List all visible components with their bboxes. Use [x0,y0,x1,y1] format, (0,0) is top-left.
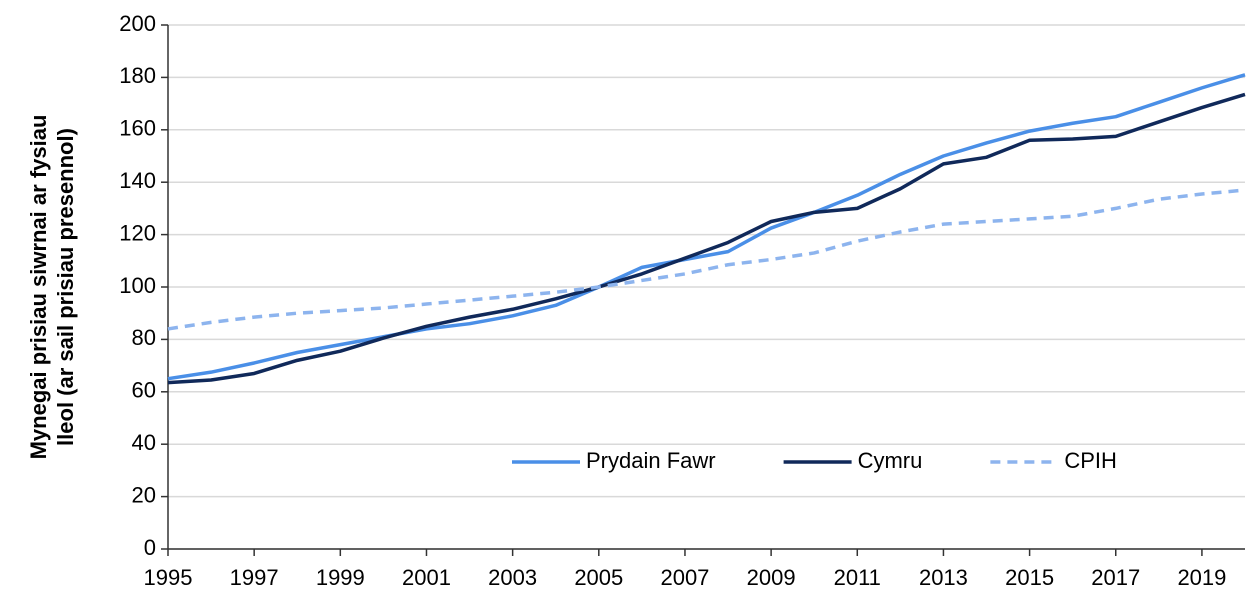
y-tick-label: 200 [119,11,156,36]
y-axis-label: Mynegai prisiau siwrnai ar fysiaulleol (… [26,115,78,460]
y-axis-label-line: Mynegai prisiau siwrnai ar fysiau [26,115,51,460]
y-tick-label: 140 [119,168,156,193]
x-tick-label: 2009 [747,565,796,590]
y-tick-label: 60 [132,378,156,403]
x-tick-label: 1995 [144,565,193,590]
y-tick-label: 20 [132,482,156,507]
y-tick-label: 40 [132,430,156,455]
x-tick-label: 1997 [230,565,279,590]
line-series [167,188,1246,331]
x-tick-label: 2003 [488,565,537,590]
x-tick-label: 2017 [1091,565,1140,590]
legend-label: Prydain Fawr [586,448,716,473]
x-tick-label: 2011 [834,565,881,590]
y-tick-label: 80 [132,325,156,350]
line-series [167,73,1246,381]
x-tick-label: 1999 [316,565,365,590]
y-tick-label: 100 [119,273,156,298]
y-axis-label-line: lleol (ar sail prisiau presennol) [53,128,78,446]
y-tick-label: 120 [119,220,156,245]
x-tick-label: 2005 [574,565,623,590]
legend-label: CPIH [1064,448,1117,473]
line-series [167,92,1246,385]
y-tick-label: 160 [119,116,156,141]
y-tick-label: 0 [144,535,156,560]
x-tick-label: 2015 [1005,565,1054,590]
x-tick-label: 2013 [919,565,968,590]
x-tick-label: 2001 [402,565,451,590]
y-tick-label: 180 [119,63,156,88]
x-tick-label: 2007 [660,565,709,590]
x-tick-label: 2019 [1177,565,1226,590]
legend-label: Cymru [858,448,923,473]
